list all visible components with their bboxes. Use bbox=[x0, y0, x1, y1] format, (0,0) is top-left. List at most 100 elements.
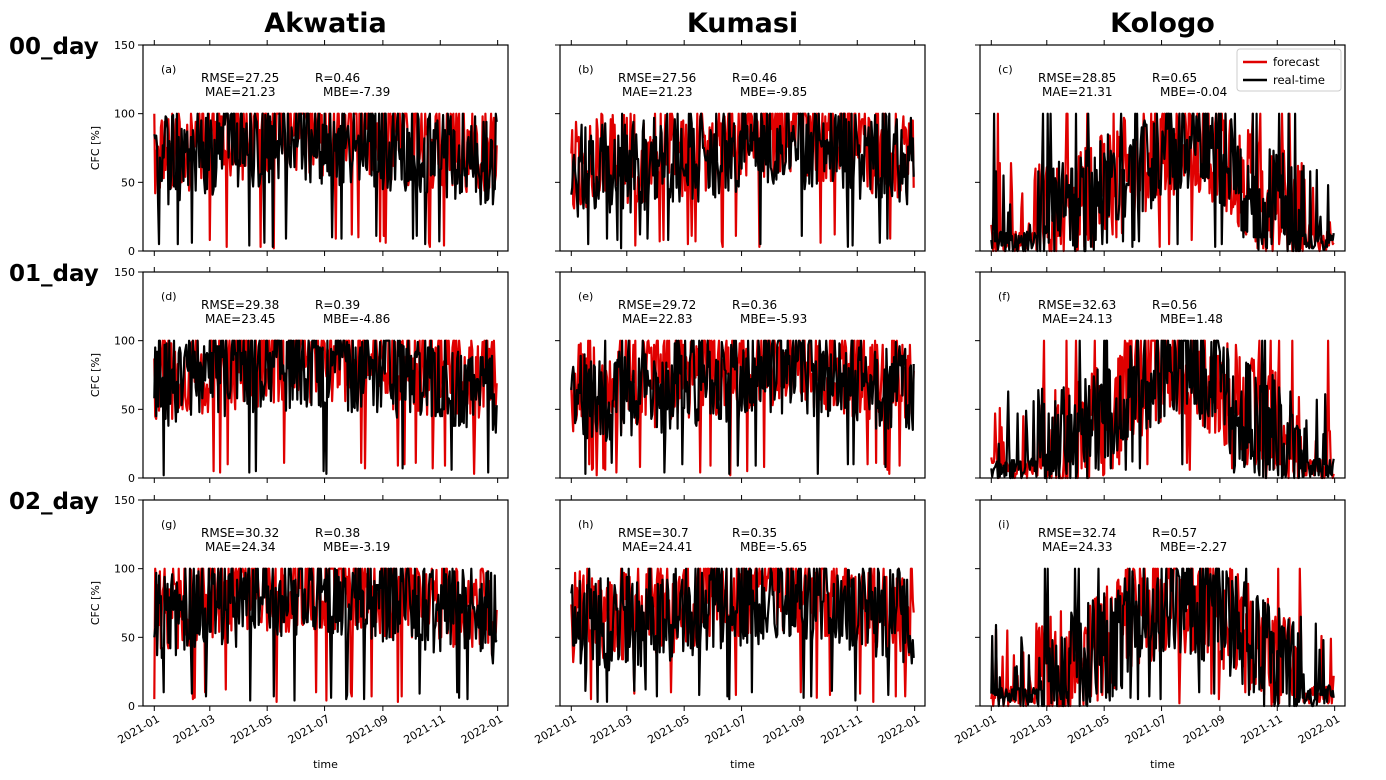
y-tick-label: 100 bbox=[114, 335, 135, 348]
axes-frame bbox=[979, 44, 1346, 252]
y-tick-label: 150 bbox=[114, 39, 135, 52]
row-label-01_day: 01_day bbox=[9, 261, 99, 287]
x-tick-label: 2021-03 bbox=[588, 712, 634, 746]
mae-text: MAE=23.45 bbox=[205, 312, 276, 326]
column-title-kologo: Kologo bbox=[1110, 8, 1215, 39]
r-text: R=0.46 bbox=[732, 71, 777, 85]
panel-letter: (f) bbox=[998, 290, 1010, 303]
mbe-text: MBE=-4.86 bbox=[323, 312, 390, 326]
rmse-text: RMSE=27.56 bbox=[618, 71, 696, 85]
panel-letter: (c) bbox=[998, 63, 1013, 76]
x-tick-label: 2021-09 bbox=[1181, 712, 1227, 746]
real-time-series-line bbox=[153, 339, 498, 477]
rmse-text: RMSE=29.38 bbox=[201, 298, 279, 312]
r-text: R=0.36 bbox=[732, 298, 777, 312]
x-axis-label: time bbox=[730, 758, 755, 771]
real-time-series-line bbox=[153, 112, 498, 248]
mae-text: MAE=22.83 bbox=[622, 312, 693, 326]
axes-frame bbox=[559, 44, 926, 252]
panel-i: 2021-01 2021-03 2021-05 2021-07 2021-09 2021-… bbox=[952, 495, 1346, 771]
column-title-kumasi: Kumasi bbox=[687, 8, 798, 39]
rmse-text: RMSE=32.63 bbox=[1038, 298, 1116, 312]
x-tick-label: 2021-01 bbox=[115, 712, 161, 746]
y-tick-label: 50 bbox=[121, 403, 135, 416]
x-tick-label: 2022-01 bbox=[876, 712, 922, 746]
mbe-text: MBE=-5.65 bbox=[740, 540, 807, 554]
y-tick-label: 150 bbox=[114, 494, 135, 507]
panel-b: (b) RMSE=27.56 R=0.46 MAE=21.23 MBE=-9.85 bbox=[555, 40, 926, 256]
panel-letter: (b) bbox=[578, 63, 594, 76]
r-text: R=0.35 bbox=[732, 526, 777, 540]
mae-text: MAE=24.13 bbox=[1042, 312, 1113, 326]
y-tick-label: 150 bbox=[114, 266, 135, 279]
mbe-text: MBE=-9.85 bbox=[740, 85, 807, 99]
panel-letter: (g) bbox=[161, 518, 177, 531]
rmse-text: RMSE=29.72 bbox=[618, 298, 696, 312]
real-time-series-line bbox=[990, 112, 1335, 253]
r-text: R=0.39 bbox=[315, 298, 360, 312]
y-tick-label: 0 bbox=[128, 245, 135, 258]
real-time-series-line bbox=[990, 339, 1335, 480]
x-tick-label: 2021-07 bbox=[703, 712, 749, 746]
y-tick-label: 50 bbox=[121, 176, 135, 189]
x-tick-label: 2021-11 bbox=[401, 712, 447, 746]
y-axis-label: CFC [%] bbox=[89, 353, 102, 397]
r-text: R=0.65 bbox=[1152, 71, 1197, 85]
x-tick-label: 2021-11 bbox=[1238, 712, 1284, 746]
x-tick-label: 2021-01 bbox=[952, 712, 998, 746]
panel-e: (e) RMSE=29.72 R=0.36 MAE=22.83 MBE=-5.93 bbox=[555, 267, 926, 483]
x-tick-label: 2021-05 bbox=[1065, 712, 1111, 746]
legend-real-time-label: real-time bbox=[1273, 73, 1325, 87]
real-time-series-line bbox=[990, 567, 1335, 708]
legend: forecast real-time bbox=[1236, 48, 1342, 92]
x-tick-label: 2021-03 bbox=[1008, 712, 1054, 746]
mbe-text: MBE=-2.27 bbox=[1160, 540, 1227, 554]
x-tick-label: 2021-09 bbox=[344, 712, 390, 746]
mbe-text: MBE=-5.93 bbox=[740, 312, 807, 326]
axes-frame bbox=[142, 271, 509, 479]
panel-letter: (a) bbox=[161, 63, 176, 76]
mae-text: MAE=21.23 bbox=[622, 85, 693, 99]
x-tick-label: 2021-03 bbox=[171, 712, 217, 746]
panel-c: (c) RMSE=28.85 R=0.65 MAE=21.31 MBE=-0.04 bbox=[975, 40, 1346, 256]
y-tick-label: 0 bbox=[128, 700, 135, 713]
panel-letter: (d) bbox=[161, 290, 177, 303]
x-axis-label: time bbox=[1150, 758, 1175, 771]
rmse-text: RMSE=28.85 bbox=[1038, 71, 1116, 85]
panel-d: 0 50 100 150 CFC [%] (d) RMSE=29.38 R=0.39 MAE=2… bbox=[89, 266, 509, 485]
rmse-text: RMSE=27.25 bbox=[201, 71, 279, 85]
mae-text: MAE=24.34 bbox=[205, 540, 276, 554]
panel-f: (f) RMSE=32.63 R=0.56 MAE=24.13 MBE=1.48 bbox=[975, 267, 1346, 483]
y-tick-label: 100 bbox=[114, 108, 135, 121]
mae-text: MAE=21.31 bbox=[1042, 85, 1113, 99]
y-tick-label: 50 bbox=[121, 631, 135, 644]
x-tick-label: 2021-07 bbox=[1123, 712, 1169, 746]
mbe-text: MBE=-3.19 bbox=[323, 540, 390, 554]
x-tick-label: 2021-05 bbox=[228, 712, 274, 746]
x-tick-label: 2021-09 bbox=[761, 712, 807, 746]
y-axis-label: CFC [%] bbox=[89, 581, 102, 625]
column-title-akwatia: Akwatia bbox=[264, 8, 386, 39]
row-label-02_day: 02_day bbox=[9, 489, 99, 515]
r-text: R=0.56 bbox=[1152, 298, 1197, 312]
axes-frame bbox=[979, 499, 1346, 707]
x-tick-label: 2021-01 bbox=[532, 712, 578, 746]
x-tick-label: 2022-01 bbox=[459, 712, 505, 746]
legend-forecast-label: forecast bbox=[1273, 55, 1320, 69]
real-time-series-line bbox=[570, 567, 915, 703]
panel-letter: (h) bbox=[578, 518, 594, 531]
row-label-00_day: 00_day bbox=[9, 34, 99, 60]
axes-frame bbox=[979, 271, 1346, 479]
y-tick-label: 100 bbox=[114, 563, 135, 576]
y-tick-label: 0 bbox=[128, 472, 135, 485]
mae-text: MAE=21.23 bbox=[205, 85, 276, 99]
panel-letter: (e) bbox=[578, 290, 593, 303]
real-time-series-line bbox=[570, 339, 915, 475]
rmse-text: RMSE=30.32 bbox=[201, 526, 279, 540]
x-axis-label: time bbox=[313, 758, 338, 771]
x-tick-label: 2021-05 bbox=[645, 712, 691, 746]
mbe-text: MBE=-7.39 bbox=[323, 85, 390, 99]
y-axis-label: CFC [%] bbox=[89, 126, 102, 170]
x-tick-label: 2021-11 bbox=[818, 712, 864, 746]
